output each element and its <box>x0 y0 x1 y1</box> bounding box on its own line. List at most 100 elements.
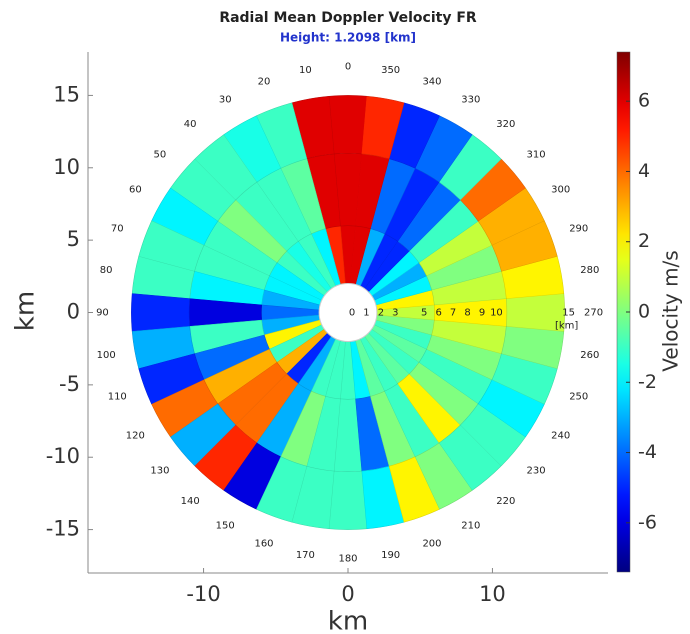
azimuth-label: 90 <box>96 308 109 319</box>
y-tick-label: 15 <box>53 82 80 106</box>
spoke <box>170 328 325 438</box>
azimuth-label: 240 <box>551 431 570 442</box>
range-ring <box>131 95 565 530</box>
spoke <box>375 256 558 306</box>
range-ring <box>261 225 435 400</box>
spoke <box>194 332 328 467</box>
range-unit: [km] <box>555 321 578 332</box>
y-tick-label: -10 <box>46 444 80 468</box>
azimuth-label: 150 <box>216 521 235 532</box>
spoke <box>374 220 545 301</box>
azimuth-label: 130 <box>150 466 169 477</box>
azimuth-label: 330 <box>461 94 480 105</box>
azimuth-label: 210 <box>461 521 480 532</box>
y-tick-label: 0 <box>67 300 80 324</box>
azimuth-label: 40 <box>184 119 197 130</box>
azimuth-label: 60 <box>129 184 142 195</box>
spoke <box>256 115 337 287</box>
spoke <box>132 293 320 311</box>
x-tick-label: -10 <box>186 582 220 606</box>
spoke <box>350 341 368 529</box>
spoke <box>256 338 337 510</box>
azimuth-label: 260 <box>580 350 599 361</box>
x-axis-label: km <box>328 607 368 634</box>
colorbar-tick-label: 4 <box>638 160 650 182</box>
chart-subtitle: Height: 1.2098 [km] <box>280 31 416 45</box>
range-label: 15 <box>562 308 575 319</box>
azimuth-label: 10 <box>299 65 312 76</box>
azimuth-label: 230 <box>527 466 546 477</box>
range-label: 2 <box>378 308 384 319</box>
spoke <box>132 314 320 332</box>
spoke <box>151 324 322 405</box>
x-tick-label: 0 <box>341 582 354 606</box>
colorbar-tick-label: -6 <box>638 511 657 533</box>
azimuth-label: 200 <box>422 539 441 550</box>
azimuth-label: 50 <box>154 149 167 160</box>
range-label: 10 <box>490 308 503 319</box>
x-tick-label: 10 <box>479 582 506 606</box>
range-label: 0 <box>349 308 355 319</box>
azimuth-label: 340 <box>422 76 441 87</box>
velocity-cell <box>131 293 190 332</box>
azimuth-label: 140 <box>181 496 200 507</box>
spoke <box>364 336 473 491</box>
azimuth-label: 20 <box>258 76 271 87</box>
colorbar-tick-label: 6 <box>638 90 650 112</box>
azimuth-label: 110 <box>108 392 127 403</box>
spoke <box>291 102 341 285</box>
colorbar-tick-label: 0 <box>638 301 650 323</box>
velocity-cell <box>328 470 368 530</box>
colorbar-label: Velocity m/s <box>659 250 683 371</box>
velocity-cell <box>328 95 368 155</box>
spoke <box>376 293 564 311</box>
spoke <box>355 102 405 285</box>
colorbar-tick-label: -2 <box>638 371 657 393</box>
range-label: 7 <box>450 308 456 319</box>
y-tick-label: 10 <box>53 155 80 179</box>
azimuth-label: 100 <box>97 350 116 361</box>
azimuth-label: 350 <box>381 65 400 76</box>
spoke <box>371 187 526 297</box>
spoke <box>223 336 332 491</box>
azimuth-label: 180 <box>338 554 357 565</box>
y-axis-label: km <box>11 291 41 331</box>
azimuth-label: 300 <box>551 184 570 195</box>
spoke <box>375 319 558 369</box>
spoke <box>328 96 346 284</box>
y-tick-label: -5 <box>59 372 80 396</box>
azimuth-label: 270 <box>584 308 603 319</box>
colorbar-tick-label: -4 <box>638 441 657 463</box>
azimuth-label: 290 <box>569 223 588 234</box>
range-label: 5 <box>421 308 427 319</box>
spoke <box>368 158 502 293</box>
y-tick-label: -15 <box>46 517 80 541</box>
azimuth-label: 190 <box>381 550 400 561</box>
azimuth-label: 0 <box>345 61 351 72</box>
colorbar-tick-label: 2 <box>638 230 650 252</box>
spoke <box>376 314 564 332</box>
azimuth-label: 120 <box>126 431 145 442</box>
spoke <box>359 115 440 287</box>
azimuth-label: 80 <box>100 265 113 276</box>
spoke <box>355 340 405 523</box>
range-ring <box>188 153 508 472</box>
spoke <box>374 324 545 405</box>
spoke <box>170 187 325 297</box>
azimuth-label: 320 <box>496 119 515 130</box>
spoke <box>368 332 502 467</box>
azimuth-label: 170 <box>296 550 315 561</box>
azimuth-label: 70 <box>111 223 124 234</box>
spoke <box>151 220 322 301</box>
range-label: 3 <box>392 308 398 319</box>
range-label: 1 <box>363 308 369 319</box>
azimuth-label: 310 <box>527 149 546 160</box>
spoke <box>364 134 473 289</box>
range-label: 9 <box>479 308 485 319</box>
center-blank <box>318 283 378 342</box>
spoke <box>359 338 440 510</box>
chart-title: Radial Mean Doppler Velocity FR <box>219 10 477 26</box>
spoke <box>328 341 346 529</box>
azimuth-label: 30 <box>219 94 232 105</box>
